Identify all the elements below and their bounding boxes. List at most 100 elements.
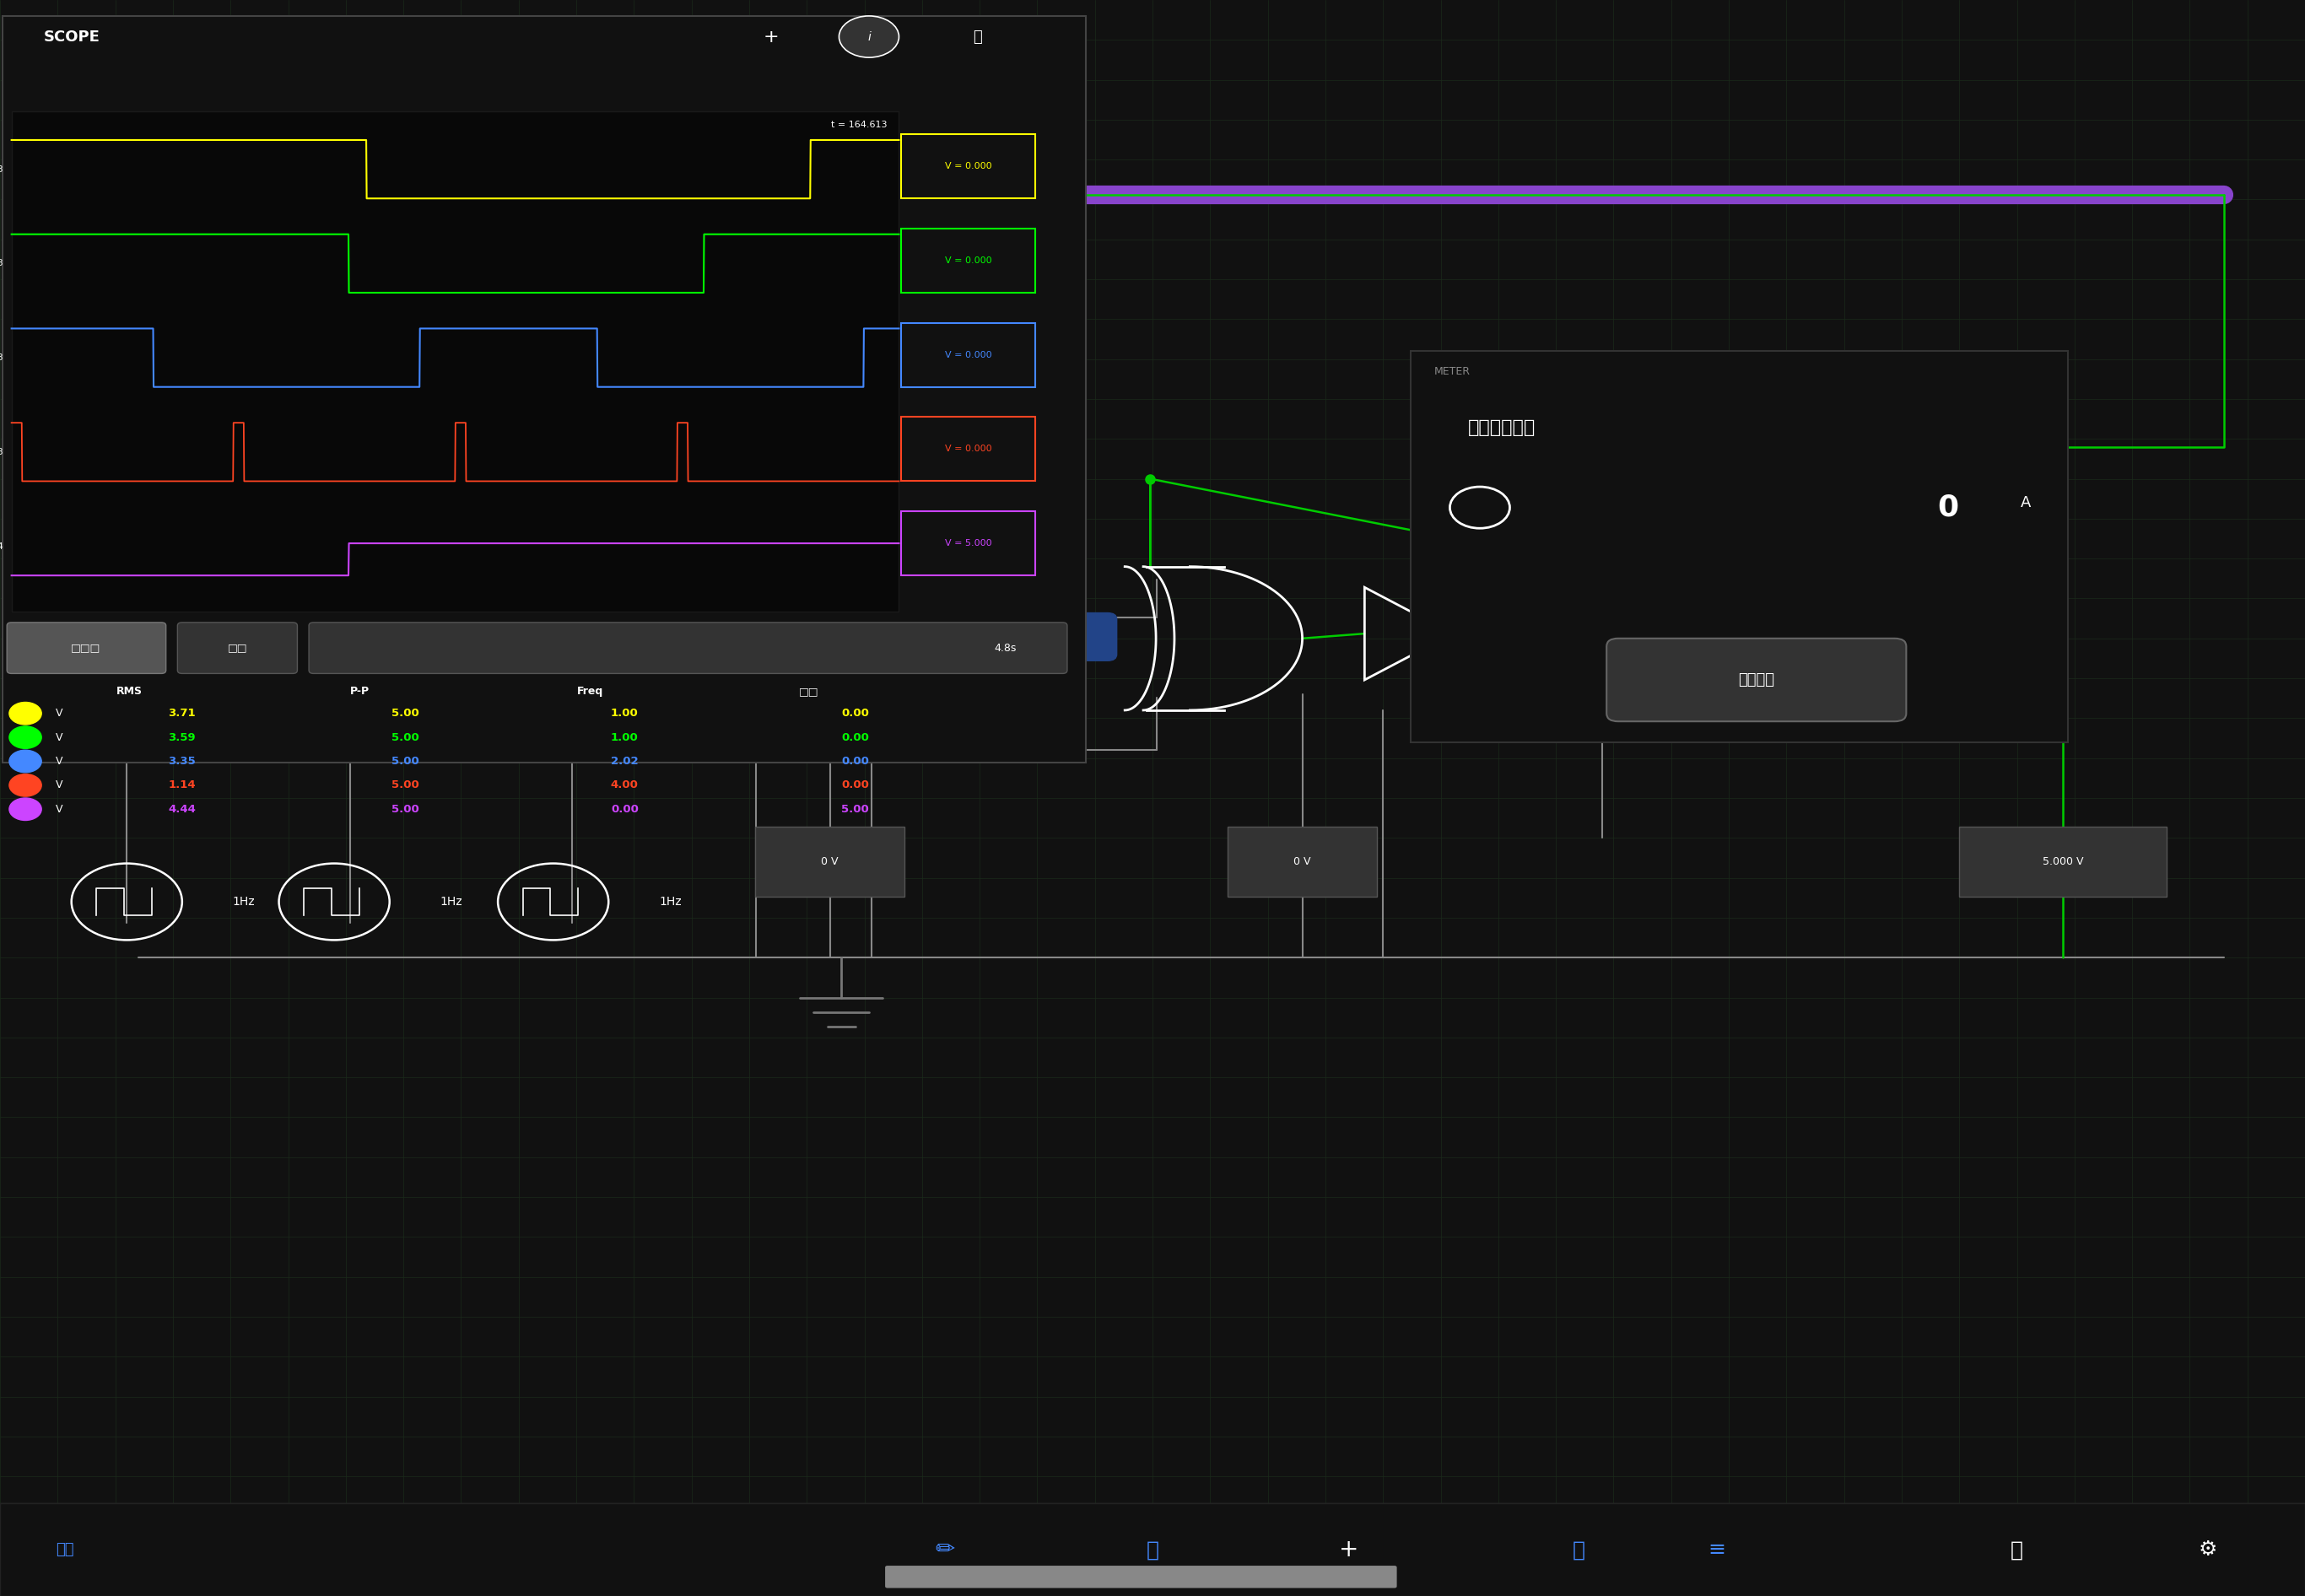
Text: +: + xyxy=(763,29,779,45)
FancyBboxPatch shape xyxy=(1226,827,1378,897)
Text: ⤢: ⤢ xyxy=(973,29,982,45)
Text: V = 0.000: V = 0.000 xyxy=(945,445,991,453)
Text: V: V xyxy=(55,757,62,766)
Text: Freq: Freq xyxy=(576,686,604,696)
Circle shape xyxy=(9,726,41,749)
Text: 0 V: 0 V xyxy=(1293,857,1312,867)
Text: V: V xyxy=(55,733,62,742)
Text: 0.00: 0.00 xyxy=(841,733,869,742)
Text: R: R xyxy=(1715,669,1724,681)
Text: 2.02: 2.02 xyxy=(611,757,638,766)
Text: Q̅: Q̅ xyxy=(1830,669,1839,681)
Text: 3.71: 3.71 xyxy=(168,709,196,718)
Text: □□: □□ xyxy=(800,686,818,696)
Text: Q: Q xyxy=(984,188,993,201)
Text: SCOPE: SCOPE xyxy=(44,29,99,45)
Text: R: R xyxy=(869,278,878,290)
Text: Q̅: Q̅ xyxy=(984,278,993,290)
FancyBboxPatch shape xyxy=(1607,638,1906,721)
FancyBboxPatch shape xyxy=(1694,551,1860,710)
FancyBboxPatch shape xyxy=(901,322,1035,386)
Text: t = 164.613: t = 164.613 xyxy=(832,120,887,129)
Text: 1.00: 1.00 xyxy=(611,709,638,718)
Text: 5.00: 5.00 xyxy=(392,780,420,790)
Text: 1Hz: 1Hz xyxy=(659,895,682,908)
FancyBboxPatch shape xyxy=(1411,351,2068,742)
Text: V: V xyxy=(55,804,62,814)
FancyBboxPatch shape xyxy=(848,160,1014,319)
Text: 0.00: 0.00 xyxy=(841,780,869,790)
Text: RMS: RMS xyxy=(115,686,143,696)
Text: D: D xyxy=(869,188,878,201)
FancyBboxPatch shape xyxy=(901,228,1035,292)
Text: i: i xyxy=(867,30,871,43)
Text: 1Hz: 1Hz xyxy=(233,895,256,908)
FancyBboxPatch shape xyxy=(996,613,1116,661)
Text: ✏: ✏ xyxy=(936,1539,954,1561)
Text: 5.00: 5.00 xyxy=(841,804,869,814)
Text: D: D xyxy=(1715,579,1724,592)
Text: 4: 4 xyxy=(0,543,2,551)
FancyBboxPatch shape xyxy=(756,827,904,897)
Circle shape xyxy=(839,16,899,57)
Text: □□□: □□□ xyxy=(71,643,99,653)
Text: 5.00: 5.00 xyxy=(392,757,420,766)
Text: 3.35: 3.35 xyxy=(168,757,196,766)
Text: 5.00: 5.00 xyxy=(392,733,420,742)
Text: P-P: P-P xyxy=(350,686,369,696)
Text: 3: 3 xyxy=(0,353,2,362)
Text: 1.14: 1.14 xyxy=(168,780,196,790)
Text: V = 0.000: V = 0.000 xyxy=(945,163,991,171)
Text: 0.00: 0.00 xyxy=(841,709,869,718)
Text: V = 0.000: V = 0.000 xyxy=(945,351,991,359)
Text: 3: 3 xyxy=(0,448,2,456)
Circle shape xyxy=(9,702,41,725)
FancyBboxPatch shape xyxy=(12,112,899,611)
Text: 1.00: 1.00 xyxy=(611,733,638,742)
Text: V = 5.000: V = 5.000 xyxy=(945,539,991,547)
Text: 0 V: 0 V xyxy=(821,857,839,867)
Text: 极性反转: 极性反转 xyxy=(1738,672,1775,688)
Text: 🗑: 🗑 xyxy=(1146,1540,1159,1559)
Text: A: A xyxy=(2021,495,2031,511)
FancyBboxPatch shape xyxy=(562,571,691,621)
FancyBboxPatch shape xyxy=(901,134,1035,198)
Circle shape xyxy=(9,774,41,796)
Text: 〜: 〜 xyxy=(1572,1540,1586,1559)
Text: Q: Q xyxy=(1830,579,1839,592)
Text: V: V xyxy=(55,709,62,718)
FancyBboxPatch shape xyxy=(309,622,1067,674)
Text: 4.44: 4.44 xyxy=(168,804,196,814)
FancyBboxPatch shape xyxy=(0,1503,2305,1596)
Text: 5.00: 5.00 xyxy=(392,709,420,718)
Text: ≡: ≡ xyxy=(1708,1540,1726,1559)
Text: 0.00: 0.00 xyxy=(841,757,869,766)
Text: 5.00: 5.00 xyxy=(392,804,420,814)
Text: 单刀双拚开关: 单刀双拚开关 xyxy=(1468,420,1535,436)
Text: 3: 3 xyxy=(0,164,2,174)
FancyBboxPatch shape xyxy=(177,622,297,674)
Text: 3.59: 3.59 xyxy=(168,733,196,742)
FancyBboxPatch shape xyxy=(2,16,1086,763)
FancyBboxPatch shape xyxy=(258,539,438,712)
Text: 3: 3 xyxy=(0,259,2,268)
Text: 0.00: 0.00 xyxy=(611,804,638,814)
Text: □□: □□ xyxy=(228,643,247,653)
Circle shape xyxy=(9,750,41,772)
Text: ⓘ: ⓘ xyxy=(2010,1540,2024,1559)
Text: V = 0.000: V = 0.000 xyxy=(945,257,991,265)
Text: +: + xyxy=(1339,1539,1358,1561)
Text: V: V xyxy=(55,780,62,790)
Circle shape xyxy=(9,798,41,820)
Text: METER: METER xyxy=(1434,367,1471,377)
Text: 1Hz: 1Hz xyxy=(440,895,463,908)
FancyBboxPatch shape xyxy=(901,511,1035,576)
FancyBboxPatch shape xyxy=(885,1566,1397,1588)
FancyBboxPatch shape xyxy=(7,622,166,674)
FancyBboxPatch shape xyxy=(539,626,696,680)
FancyBboxPatch shape xyxy=(1484,626,1641,680)
FancyBboxPatch shape xyxy=(901,417,1035,482)
Text: 撤销: 撤销 xyxy=(55,1542,74,1558)
Text: 5.000 V: 5.000 V xyxy=(2042,857,2084,867)
FancyBboxPatch shape xyxy=(1959,827,2167,897)
